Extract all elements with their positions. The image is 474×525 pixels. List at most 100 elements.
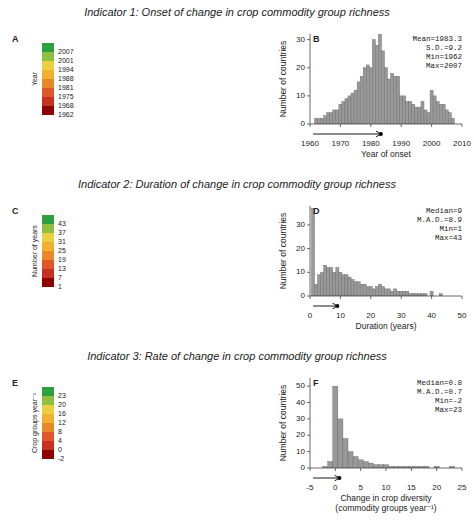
bar — [348, 277, 351, 296]
colorbar-tick-label: 19 — [58, 256, 66, 263]
x-tick — [401, 124, 402, 127]
bar — [318, 275, 321, 296]
y-tick — [307, 468, 310, 469]
bar — [451, 118, 454, 124]
colorbar-tick-label: 0 — [58, 446, 62, 453]
bar — [333, 386, 338, 468]
colorbar-tick-label: 31 — [58, 238, 66, 245]
bar — [403, 291, 406, 296]
y-tick — [307, 224, 310, 225]
colorbar-tick-label: 8 — [58, 428, 62, 435]
median-arrow — [313, 306, 337, 307]
y-tick — [307, 451, 310, 452]
bar — [336, 110, 339, 124]
colorbar-label: Year — [31, 71, 38, 86]
colorbar-tick-label: 37 — [58, 229, 66, 236]
bar — [315, 118, 318, 124]
row: Indicator 1: Onset of change in crop com… — [12, 6, 471, 159]
x-tick-label: 40 — [427, 311, 436, 320]
y-tick-label: 0 — [301, 119, 306, 128]
x-tick — [310, 468, 311, 471]
bar — [378, 465, 383, 468]
y-tick-label: 30 — [296, 414, 305, 423]
x-tick-label: 20 — [366, 311, 375, 320]
bar — [400, 96, 403, 124]
bar — [381, 287, 384, 296]
bar — [409, 102, 412, 125]
y-tick — [307, 435, 310, 436]
colorbar-tick-label: 20 — [58, 401, 66, 408]
colorbar-swatch — [42, 215, 54, 224]
colorbar-swatch — [42, 450, 54, 459]
x-tick — [386, 468, 387, 471]
bar — [375, 45, 378, 124]
bar — [406, 102, 409, 125]
x-tick-label: 30 — [397, 311, 406, 320]
bar — [330, 113, 333, 124]
x-tick — [411, 468, 412, 471]
colorbar-tick-label: 1 — [58, 283, 62, 290]
bar — [366, 287, 369, 296]
bar — [321, 118, 324, 124]
x-tick-label: 15 — [407, 483, 416, 492]
panel-label: A — [12, 34, 19, 44]
y-tick-label: 50 — [296, 381, 305, 390]
colorbar-swatch — [42, 242, 54, 251]
bar — [321, 272, 324, 296]
bar — [342, 102, 345, 125]
colorbar-tick-label: 13 — [58, 265, 66, 272]
y-axis-label: Number of countries — [278, 385, 288, 462]
bar — [388, 79, 391, 124]
x-tick-label: 2000 — [423, 139, 441, 148]
colorbar-swatch — [42, 251, 54, 260]
colorbar-tick-label: 1968 — [58, 102, 74, 109]
colorbar-tick-label: 1962 — [58, 111, 74, 118]
x-tick — [401, 296, 402, 299]
bar — [368, 463, 373, 468]
bar — [403, 96, 406, 124]
median-arrow — [313, 478, 339, 479]
bar — [324, 265, 327, 296]
bar — [430, 291, 433, 296]
bar — [351, 93, 354, 124]
colorbar-swatch — [42, 396, 54, 405]
bar — [421, 102, 424, 125]
bar — [378, 284, 381, 296]
x-axis-label: Duration (years) — [356, 321, 417, 331]
bar — [406, 291, 409, 296]
bar — [369, 68, 372, 124]
colorbar-tick-label: 12 — [58, 419, 66, 426]
bar — [391, 73, 394, 124]
colorbar-swatch — [42, 414, 54, 423]
bar — [369, 287, 372, 296]
y-tick — [307, 124, 310, 125]
y-tick — [307, 418, 310, 419]
y-tick-label: 20 — [296, 244, 305, 253]
x-tick — [340, 124, 341, 127]
colorbar-tick-label: 7 — [58, 274, 62, 281]
row-title: Indicator 1: Onset of change in crop com… — [84, 6, 390, 18]
bar — [357, 82, 360, 124]
map-panel: E-204812162023Crop groups year⁻¹ — [12, 378, 66, 462]
colorbar-swatch — [42, 43, 54, 52]
bar — [343, 439, 348, 468]
y-axis — [310, 34, 311, 124]
x-tick-label: 1990 — [392, 139, 410, 148]
bar — [338, 419, 343, 468]
colorbar-tick-label: 2007 — [58, 48, 74, 55]
histogram: 0102030196019701980199020002010Year of o… — [278, 34, 471, 159]
bar — [327, 113, 330, 124]
x-tick — [335, 468, 336, 471]
row-title: Indicator 3: Rate of change in crop comm… — [87, 350, 387, 362]
colorbar-tick-label: 1981 — [58, 84, 74, 91]
bar — [330, 268, 333, 296]
panel-label: D — [313, 206, 320, 216]
row-title: Indicator 2: Duration of change in crop … — [78, 178, 396, 190]
x-tick-label: 1980 — [362, 139, 380, 148]
bar — [318, 118, 321, 124]
median-dot — [379, 132, 383, 136]
y-tick-label: 10 — [296, 91, 305, 100]
bar — [375, 287, 378, 296]
x-tick — [340, 296, 341, 299]
y-axis — [310, 378, 311, 468]
